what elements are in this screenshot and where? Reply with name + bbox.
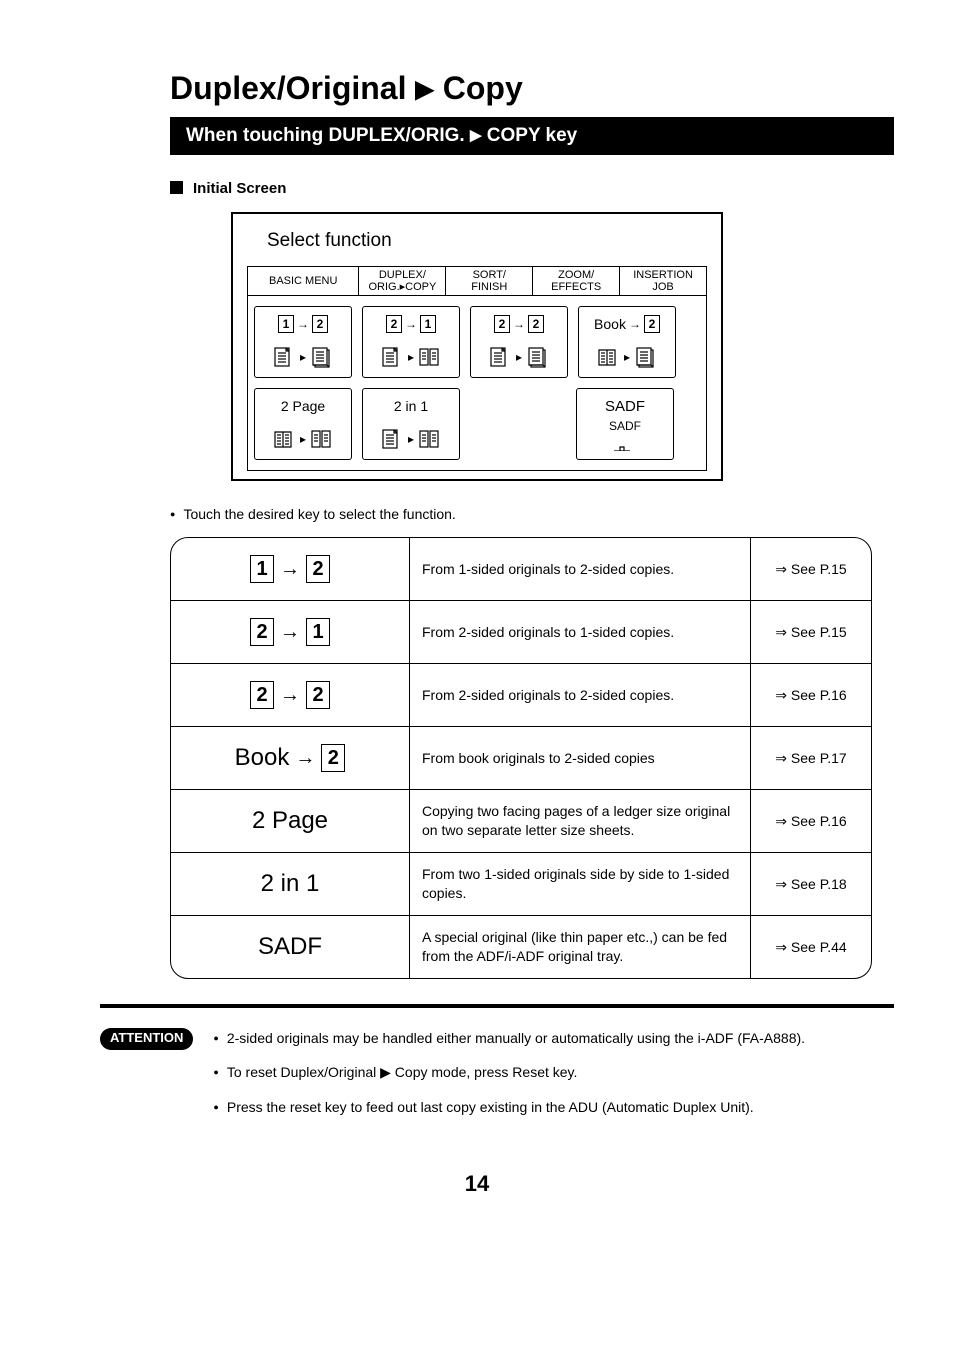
table-row: Book→2 From book originals to 2-sided co… bbox=[171, 727, 871, 790]
table-row: SADF A special original (like thin paper… bbox=[171, 916, 871, 978]
row-label-2-page: 2 Page bbox=[171, 790, 410, 852]
page-number: 14 bbox=[60, 1171, 894, 1197]
row-desc: From 2-sided originals to 1-sided copies… bbox=[410, 601, 751, 663]
stack-page-icon bbox=[310, 345, 334, 369]
attention-list: 2-sided originals may be handled either … bbox=[213, 1028, 805, 1131]
tab-strip: BASIC MENU DUPLEX/ ORIG.▸COPY SORT/ FINI… bbox=[247, 266, 707, 295]
row-desc: From book originals to 2-sided copies bbox=[410, 727, 751, 789]
btn-sadf[interactable]: SADF SADF bbox=[576, 388, 674, 460]
row-label-sadf: SADF bbox=[171, 916, 410, 978]
row-ref: ⇒ See P.18 bbox=[751, 853, 871, 915]
triangle-icon: ▶ bbox=[415, 76, 433, 103]
row-ref: ⇒ See P.16 bbox=[751, 790, 871, 852]
attention-item: To reset Duplex/Original ▶ Copy mode, pr… bbox=[213, 1062, 805, 1082]
subtitle-a: When touching DUPLEX/ORIG. bbox=[186, 125, 465, 146]
row-ref: ⇒ See P.17 bbox=[751, 727, 871, 789]
attention-item: Press the reset key to feed out last cop… bbox=[213, 1097, 805, 1117]
btn-1-to-2[interactable]: 1→2 ▸ bbox=[254, 306, 352, 378]
btn-2-to-1[interactable]: 2→1 ▸ bbox=[362, 306, 460, 378]
attention-label: ATTENTION bbox=[100, 1028, 193, 1050]
triangle-icon: ▶ bbox=[470, 127, 482, 144]
btn-2-in-1[interactable]: 2 in 1 ▸ bbox=[362, 388, 460, 460]
stack-page-icon bbox=[634, 345, 658, 369]
btn-2-to-2[interactable]: 2→2 ▸ bbox=[470, 306, 568, 378]
row-ref: ⇒ See P.44 bbox=[751, 916, 871, 978]
single-page-icon bbox=[380, 345, 404, 369]
single-page-icon bbox=[380, 427, 404, 451]
row-ref: ⇒ See P.16 bbox=[751, 664, 871, 726]
page-title: Duplex/Original ▶ Copy bbox=[170, 70, 894, 107]
tab-basic-menu[interactable]: BASIC MENU bbox=[248, 267, 359, 295]
open-book-icon bbox=[596, 345, 620, 369]
panel-title: Select function bbox=[267, 230, 707, 252]
table-row: 2 in 1 From two 1-sided originals side b… bbox=[171, 853, 871, 916]
row-label-2-in-1: 2 in 1 bbox=[171, 853, 410, 915]
single-page-icon bbox=[272, 345, 296, 369]
table-row: 2 Page Copying two facing pages of a led… bbox=[171, 790, 871, 853]
title-part-b: Copy bbox=[443, 70, 523, 106]
attention-item: 2-sided originals may be handled either … bbox=[213, 1028, 805, 1048]
two-pages-icon bbox=[418, 345, 442, 369]
table-row: 2→2 From 2-sided originals to 2-sided co… bbox=[171, 664, 871, 727]
row-desc: From 1-sided originals to 2-sided copies… bbox=[410, 538, 751, 600]
row-desc: From two 1-sided originals side by side … bbox=[410, 853, 751, 915]
title-part-a: Duplex/Original bbox=[170, 70, 406, 106]
function-table: 1→2 From 1-sided originals to 2-sided co… bbox=[170, 537, 872, 979]
touch-instruction: Touch the desired key to select the func… bbox=[170, 506, 894, 522]
row-desc: A special original (like thin paper etc.… bbox=[410, 916, 751, 978]
btn-book-to-2[interactable]: Book→2 ▸ bbox=[578, 306, 676, 378]
section-heading: Initial Screen bbox=[170, 180, 894, 197]
subtitle-b: COPY key bbox=[487, 125, 577, 146]
table-row: 1→2 From 1-sided originals to 2-sided co… bbox=[171, 538, 871, 601]
row-ref: ⇒ See P.15 bbox=[751, 538, 871, 600]
row-label-book-2: Book→2 bbox=[171, 727, 410, 789]
subtitle-bar: When touching DUPLEX/ORIG. ▶ COPY key bbox=[170, 117, 894, 155]
row-desc: From 2-sided originals to 2-sided copies… bbox=[410, 664, 751, 726]
row-label-2-2: 2→2 bbox=[171, 664, 410, 726]
tray-icon bbox=[610, 437, 640, 451]
single-page-icon bbox=[488, 345, 512, 369]
two-pages-icon bbox=[418, 427, 442, 451]
spacer bbox=[470, 388, 566, 460]
table-row: 2→1 From 2-sided originals to 1-sided co… bbox=[171, 601, 871, 664]
tab-duplex-copy[interactable]: DUPLEX/ ORIG.▸COPY bbox=[359, 267, 446, 295]
stack-page-icon bbox=[526, 345, 550, 369]
divider bbox=[100, 1004, 894, 1008]
tab-sort-finish[interactable]: SORT/ FINISH bbox=[446, 267, 533, 295]
panel-body: 1→2 ▸ 2→1 ▸ 2→2 ▸ bbox=[247, 295, 707, 471]
attention-block: ATTENTION 2-sided originals may be handl… bbox=[100, 1028, 894, 1131]
row-label-2-1: 2→1 bbox=[171, 601, 410, 663]
row-label-1-2: 1→2 bbox=[171, 538, 410, 600]
btn-2-page[interactable]: 2 Page ▸ bbox=[254, 388, 352, 460]
row-ref: ⇒ See P.15 bbox=[751, 601, 871, 663]
tab-zoom-effects[interactable]: ZOOM/ EFFECTS bbox=[533, 267, 620, 295]
row-desc: Copying two facing pages of a ledger siz… bbox=[410, 790, 751, 852]
lcd-panel: Select function BASIC MENU DUPLEX/ ORIG.… bbox=[231, 212, 723, 481]
tab-insertion-job[interactable]: INSERTION JOB bbox=[620, 267, 706, 295]
two-pages-icon bbox=[310, 427, 334, 451]
open-book-icon bbox=[272, 427, 296, 451]
